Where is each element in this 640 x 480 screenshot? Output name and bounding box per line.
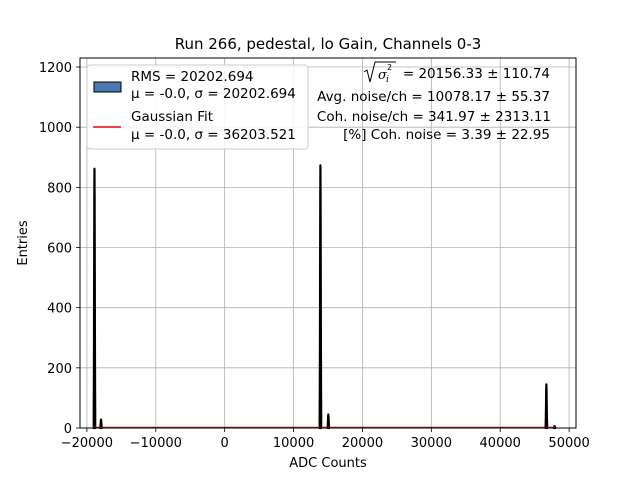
y-tick-label: 200 <box>47 362 72 377</box>
stat-sqrt-sigma: = 20156.33 ± 110.74 <box>403 66 550 82</box>
y-tick-label: 1000 <box>39 121 72 136</box>
y-tick-label: 400 <box>47 302 72 317</box>
stat-coh-noise: Coh. noise/ch = 341.97 ± 2313.11 <box>317 109 551 125</box>
x-tick-label: 10000 <box>273 436 314 451</box>
x-tick-label: 50000 <box>548 436 589 451</box>
stats-annotation: σ i 2 = 20156.33 ± 110.74 Avg. noise/ch … <box>317 61 551 143</box>
y-axis-label: Entries <box>16 220 31 266</box>
chart-title: Run 266, pedestal, lo Gain, Channels 0-3 <box>175 35 482 53</box>
x-axis: −20000 −10000 0 10000 20000 30000 40000 50000 <box>61 428 590 451</box>
histogram-peak <box>318 164 323 430</box>
histogram-peak <box>92 167 97 430</box>
x-axis-label: ADC Counts <box>289 456 367 471</box>
legend-fit-params: μ = -0.0, σ = 36203.521 <box>131 127 296 143</box>
svg-text:σ: σ <box>378 68 388 83</box>
stat-avg-noise: Avg. noise/ch = 10078.17 ± 55.37 <box>317 89 550 105</box>
histogram-peak <box>326 413 331 430</box>
y-tick-label: 600 <box>47 242 72 257</box>
svg-text:2: 2 <box>387 63 392 72</box>
y-tick-label: 0 <box>64 422 72 437</box>
y-axis: 0 200 400 600 800 1000 1200 <box>39 61 80 437</box>
sqrt-sigma-symbol: σ i 2 <box>363 61 396 85</box>
x-tick-label: −20000 <box>61 436 113 451</box>
stat-coh-percent: [%] Coh. noise = 3.39 ± 22.95 <box>343 127 550 143</box>
legend-histogram-label: RMS = 20202.694 <box>131 69 254 85</box>
x-tick-label: 20000 <box>342 436 383 451</box>
y-tick-label: 1200 <box>39 61 72 76</box>
x-tick-label: 0 <box>221 436 229 451</box>
svg-text:i: i <box>386 75 389 85</box>
x-tick-label: −10000 <box>130 436 182 451</box>
x-tick-label: 40000 <box>480 436 521 451</box>
legend-histogram-params: μ = -0.0, σ = 20202.694 <box>131 86 296 102</box>
legend-box <box>86 64 309 150</box>
legend: RMS = 20202.694 μ = -0.0, σ = 20202.694 … <box>86 64 309 150</box>
legend-histogram-swatch <box>93 81 122 93</box>
y-tick-label: 800 <box>47 181 72 196</box>
plot-frame <box>79 57 577 429</box>
histogram-peak <box>544 383 549 430</box>
x-tick-label: 30000 <box>411 436 452 451</box>
legend-fit-label: Gaussian Fit <box>131 109 213 125</box>
